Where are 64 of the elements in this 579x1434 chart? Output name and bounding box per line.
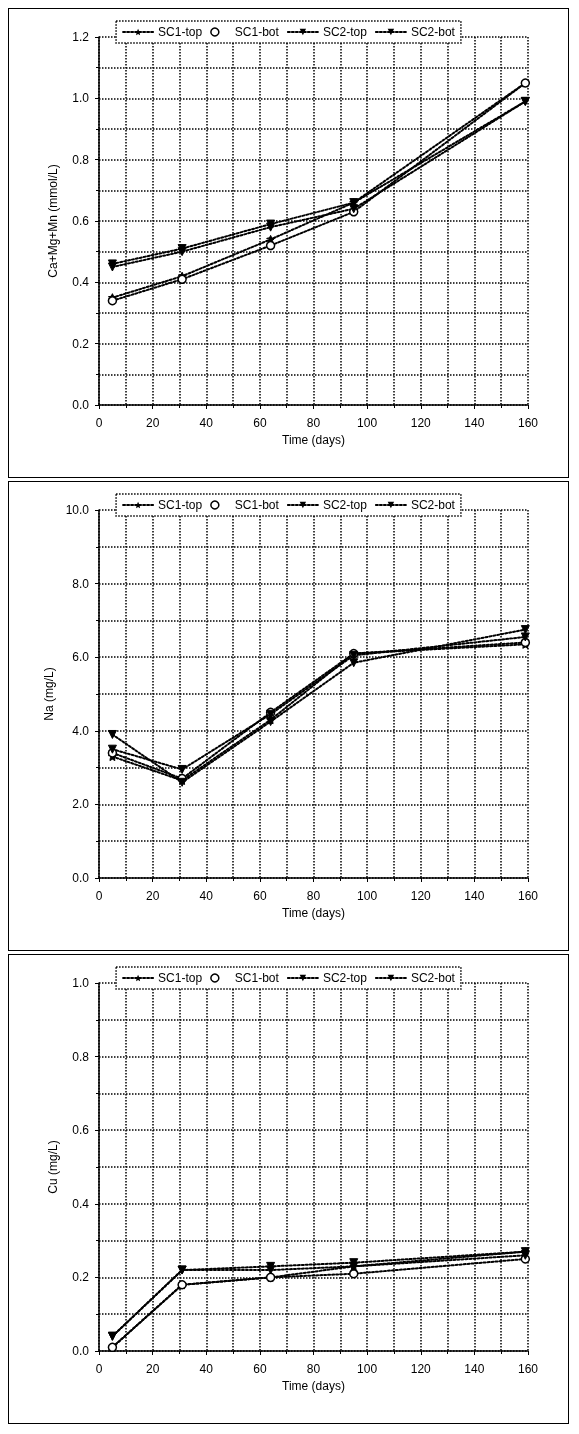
legend-label: SC2-bot [410, 498, 456, 512]
x-tick-label: 40 [199, 416, 214, 430]
x-tick-label: 160 [517, 416, 539, 430]
x-tick-label: 0 [95, 889, 103, 903]
x-tick-label: 100 [357, 1362, 378, 1376]
y-axis-title: Na (mg/L) [41, 667, 56, 721]
y-tick-label: 0.8 [72, 152, 90, 167]
x-tick-label: 40 [199, 1362, 214, 1376]
y-tick-label: 0.0 [72, 1344, 90, 1358]
y-tick-label: 0.2 [72, 1270, 90, 1285]
x-tick-label: 140 [464, 889, 485, 903]
x-tick-label: 120 [410, 1362, 432, 1376]
y-tick-label: 0.8 [72, 1049, 90, 1064]
x-tick-label: 140 [464, 416, 485, 430]
y-tick-label: 10.0 [65, 503, 90, 517]
x-axis-title: Time (days) [282, 905, 345, 920]
x-tick-label: 120 [410, 416, 432, 430]
y-axis-title: Ca+Mg+Mn (mmol/L) [46, 164, 60, 278]
x-axis-title: Time (days) [282, 1378, 345, 1393]
y-tick-label: 8.0 [72, 576, 90, 591]
legend-label: SC1-top [158, 25, 203, 39]
legend-label: SC1-bot [234, 971, 280, 985]
x-tick-label: 20 [145, 889, 160, 903]
x-tick-label: 100 [357, 889, 378, 903]
x-tick-label: 20 [145, 416, 160, 430]
legend-label: SC2-top [322, 25, 368, 39]
x-tick-label: 60 [253, 416, 267, 430]
x-tick-label: 120 [410, 889, 432, 903]
legend-label: SC2-bot [410, 971, 456, 985]
y-tick-label: 0.4 [72, 1196, 90, 1211]
y-tick-label: 0.4 [72, 275, 90, 290]
y-tick-label: 4.0 [72, 723, 90, 738]
legend-label: SC1-top [158, 971, 203, 985]
y-tick-label: 0.0 [72, 871, 90, 885]
legend-label: SC1-bot [234, 25, 280, 39]
x-axis-title: Time (days) [282, 432, 345, 447]
x-tick-label: 40 [199, 889, 214, 903]
x-tick-label: 80 [306, 1362, 321, 1376]
y-tick-label: 6.0 [72, 650, 90, 665]
y-tick-label: 2.0 [72, 797, 90, 812]
x-tick-label: 0 [95, 1362, 103, 1376]
y-tick-label: 0.6 [72, 214, 90, 228]
legend-label: SC1-top [158, 498, 203, 512]
y-tick-label: 1.0 [72, 91, 90, 106]
y-tick-label: 0.6 [72, 1123, 90, 1138]
x-tick-label: 100 [357, 416, 378, 430]
x-tick-label: 80 [306, 416, 321, 430]
x-tick-label: 80 [306, 889, 321, 903]
y-axis-title: Cu (mg/L) [46, 1140, 60, 1194]
legend-label: SC2-bot [410, 25, 456, 39]
x-tick-label: 160 [517, 1362, 539, 1376]
x-tick-label: 60 [253, 1362, 267, 1376]
x-tick-label: 20 [145, 1362, 160, 1376]
y-tick-label: 0.2 [72, 336, 90, 351]
legend-label: SC1-bot [234, 498, 280, 512]
x-tick-label: 60 [253, 889, 267, 903]
legend-label: SC2-top [322, 971, 368, 985]
x-tick-label: 140 [464, 1362, 485, 1376]
x-tick-label: 160 [517, 889, 539, 903]
y-tick-label: 1.0 [72, 976, 90, 990]
y-tick-label: 0.0 [72, 398, 90, 412]
legend-label: SC2-top [322, 498, 368, 512]
y-tick-label: 1.2 [72, 30, 90, 44]
x-tick-label: 0 [95, 416, 103, 430]
